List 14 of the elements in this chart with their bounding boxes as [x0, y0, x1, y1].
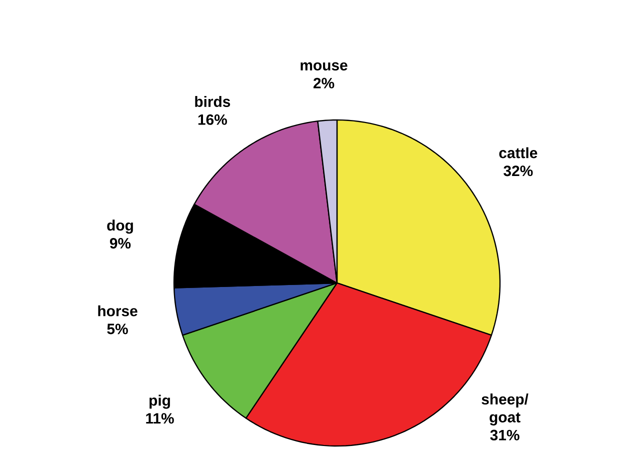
- slice-label: dog: [107, 220, 133, 234]
- slice-label: pig: [150, 394, 170, 409]
- data-label: 31%: [490, 430, 520, 440]
- data-label: 16%: [198, 114, 227, 125]
- slice-label: mouse: [300, 62, 348, 70]
- slice-label: birds: [195, 96, 230, 107]
- data-label: 11%: [146, 413, 174, 424]
- slice-label: cattle: [499, 147, 538, 158]
- data-label: 2%: [314, 78, 334, 88]
- slice-label: sheep/ goat: [482, 394, 528, 426]
- data-label: 9%: [110, 238, 131, 249]
- data-label: 5%: [107, 324, 128, 334]
- slice-label: horse: [98, 305, 138, 316]
- data-label: 32%: [504, 166, 533, 176]
